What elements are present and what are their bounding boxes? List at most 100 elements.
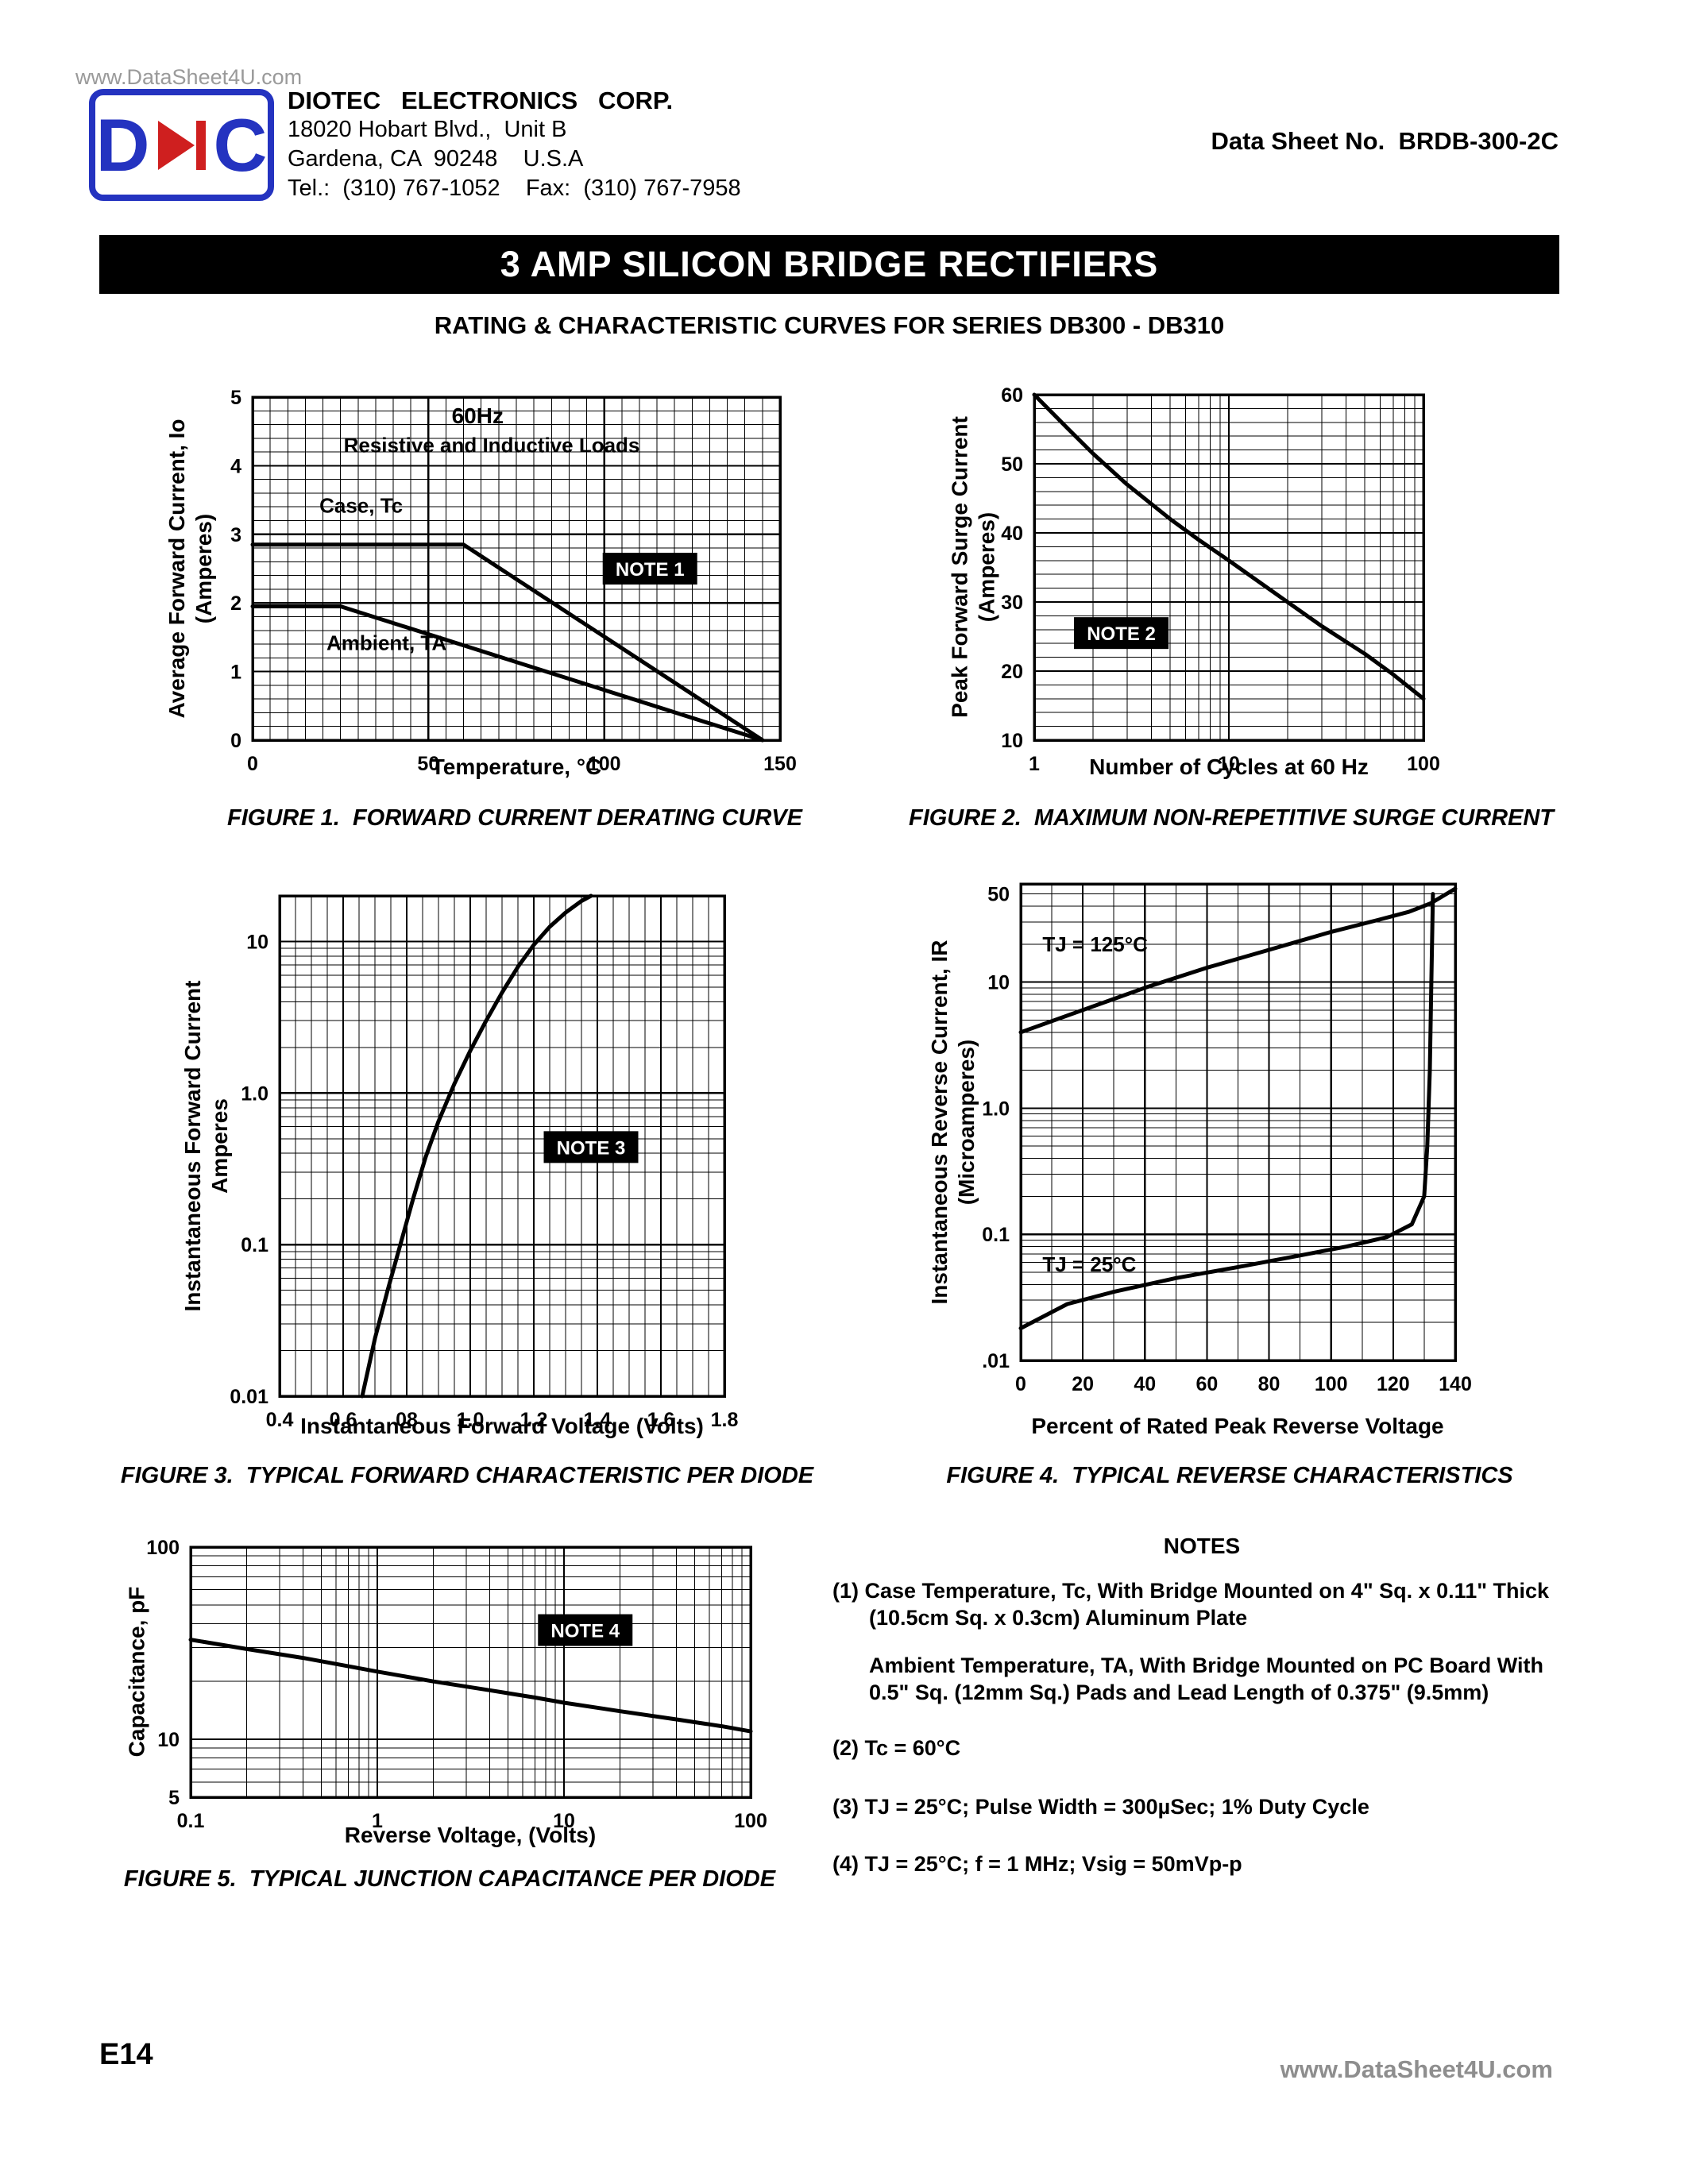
- fig5-caption: FIGURE 5. TYPICAL JUNCTION CAPACITANCE P…: [123, 1866, 776, 1892]
- fig3-caption: FIGURE 3. TYPICAL FORWARD CHARACTERISTIC…: [120, 1463, 814, 1488]
- svg-text:0.4: 0.4: [266, 1409, 294, 1431]
- svg-text:1.0: 1.0: [241, 1082, 268, 1105]
- svg-text:100: 100: [1407, 753, 1440, 775]
- svg-text:20: 20: [1001, 661, 1023, 683]
- notes-heading: NOTES: [1163, 1534, 1241, 1558]
- svg-text:3: 3: [230, 524, 241, 546]
- svg-text:Case, Tc: Case, Tc: [319, 494, 403, 518]
- svg-text:1.8: 1.8: [711, 1409, 739, 1431]
- svg-text:40: 40: [1001, 523, 1023, 545]
- fig5-plot: 0.1 1 10 100 100 10 5 NOTE 4: [146, 1537, 767, 1832]
- svg-text:40: 40: [1134, 1373, 1156, 1395]
- fig4-x-axis-title: Percent of Rated Peak Reverse Voltage: [1031, 1414, 1444, 1438]
- svg-text:5: 5: [230, 387, 241, 409]
- fig1-plot: 0 50 100 150 0 1 2 3 4 5 60Hz Resistive and Inducti…: [230, 387, 797, 775]
- svg-text:50: 50: [417, 753, 439, 775]
- note-4: (4) TJ = 25°C; f = 1 MHz; Vsig = 50mVp-p: [832, 1852, 1242, 1876]
- svg-text:08: 08: [396, 1409, 418, 1431]
- note-1-line-1: (1) Case Temperature, Tc, With Bridge Mo…: [832, 1579, 1550, 1603]
- svg-text:NOTE 2: NOTE 2: [1087, 623, 1156, 645]
- diode-symbol-icon: [156, 115, 207, 176]
- svg-text:1: 1: [230, 662, 241, 684]
- svg-text:1: 1: [372, 1810, 383, 1832]
- svg-text:Resistive and Inductive Loads: Resistive and Inductive Loads: [344, 433, 640, 457]
- svg-text:10: 10: [987, 972, 1010, 994]
- svg-text:0.1: 0.1: [241, 1234, 268, 1256]
- svg-text:1.0: 1.0: [982, 1098, 1010, 1120]
- svg-text:10: 10: [1001, 730, 1023, 752]
- fig1-x-axis-title: Temperature, °C: [431, 754, 602, 779]
- watermark-bottom: www.DataSheet4U.com: [1280, 2055, 1553, 2083]
- svg-text:0.01: 0.01: [230, 1386, 268, 1408]
- svg-text:100: 100: [1315, 1373, 1348, 1395]
- svg-text:30: 30: [1001, 592, 1023, 614]
- note-1-line-4: 0.5" Sq. (12mm Sq.) Pads and Lead Length…: [869, 1680, 1489, 1704]
- svg-text:4: 4: [230, 455, 241, 477]
- fig1-caption: FIGURE 1. FORWARD CURRENT DERATING CURVE: [227, 805, 802, 831]
- svg-text:1.2: 1.2: [520, 1409, 548, 1431]
- svg-text:60: 60: [1001, 384, 1023, 407]
- svg-text:1: 1: [1029, 753, 1040, 775]
- svg-text:100: 100: [146, 1537, 180, 1559]
- svg-text:80: 80: [1258, 1373, 1280, 1395]
- svg-text:100: 100: [734, 1810, 767, 1832]
- note-3: (3) TJ = 25°C; Pulse Width = 300µSec; 1%…: [832, 1795, 1369, 1819]
- datasheet-number: Data Sheet No. BRDB-300-2C: [1211, 127, 1559, 155]
- logo-letter-c: C: [213, 102, 268, 187]
- svg-text:20: 20: [1072, 1373, 1094, 1395]
- fig2-plot: 1 10 100 10 20 30 40 50 60 NOTE 2: [1001, 384, 1440, 775]
- svg-text:Ambient, TA: Ambient, TA: [326, 631, 446, 654]
- fig4-plot: 0 20 40 60 80 100 120 140 50 10 1.0 0.1 .01 TJ = 125°…: [982, 882, 1472, 1395]
- svg-text:0: 0: [1015, 1373, 1026, 1395]
- company-name: DIOTEC ELECTRONICS CORP.: [288, 87, 674, 114]
- svg-text:TJ = 25°C: TJ = 25°C: [1042, 1252, 1136, 1276]
- note-1-line-3: Ambient Temperature, TA, With Bridge Mou…: [869, 1653, 1543, 1677]
- watermark-top: www.DataSheet4U.com: [75, 65, 303, 89]
- fig3-plot: 0.4 0.6 08 1.0 1.2 1.4 1.6 1.8 10 1.0 0.1 0.01 NOTE …: [230, 893, 739, 1431]
- svg-text:60Hz: 60Hz: [452, 403, 504, 428]
- svg-text:NOTE 4: NOTE 4: [550, 1621, 620, 1642]
- svg-text:0.6: 0.6: [330, 1409, 357, 1431]
- fig2-caption: FIGURE 2. MAXIMUM NON-REPETITIVE SURGE C…: [908, 805, 1555, 831]
- company-address-line1: 18020 Hobart Blvd., Unit B: [288, 117, 567, 142]
- svg-text:1.4: 1.4: [584, 1409, 612, 1431]
- svg-text:120: 120: [1377, 1373, 1410, 1395]
- svg-text:TJ = 125°C: TJ = 125°C: [1042, 932, 1148, 956]
- svg-text:2: 2: [230, 592, 241, 615]
- svg-text:NOTE 3: NOTE 3: [557, 1137, 626, 1159]
- company-phone-fax: Tel.: (310) 767-1052 Fax: (310) 767-7958: [288, 176, 741, 201]
- svg-text:10: 10: [157, 1729, 180, 1751]
- title-banner: 3 AMP SILICON BRIDGE RECTIFIERS: [99, 235, 1559, 294]
- company-address-line2: Gardena, CA 90248 U.S.A: [288, 146, 584, 172]
- svg-text:10: 10: [553, 1810, 575, 1832]
- note-2: (2) Tc = 60°C: [832, 1736, 961, 1760]
- svg-text:0.1: 0.1: [177, 1810, 205, 1832]
- svg-text:0: 0: [247, 753, 258, 775]
- svg-text:1.6: 1.6: [647, 1409, 675, 1431]
- svg-text:.01: .01: [982, 1350, 1010, 1372]
- svg-text:10: 10: [246, 931, 268, 953]
- fig4-y-axis-title-line1: Instantaneous Reverse Current, IR: [927, 940, 952, 1305]
- fig3-x-axis-title: Instantaneous Forward Voltage (Volts): [300, 1414, 704, 1438]
- svg-text:100: 100: [588, 753, 621, 775]
- svg-text:50: 50: [1001, 453, 1023, 476]
- svg-text:5: 5: [168, 1787, 180, 1809]
- svg-text:0: 0: [230, 730, 241, 752]
- notes-section: NOTES (1) Case Temperature, Tc, With Bri…: [832, 1533, 1571, 1877]
- company-info: DIOTEC ELECTRONICS CORP. 18020 Hobart Bl…: [288, 86, 741, 203]
- svg-text:1.0: 1.0: [457, 1409, 485, 1431]
- page-subtitle: RATING & CHARACTERISTIC CURVES FOR SERIE…: [434, 311, 1225, 339]
- logo-letter-d: D: [95, 102, 150, 187]
- svg-text:0.1: 0.1: [982, 1224, 1010, 1246]
- svg-text:NOTE 1: NOTE 1: [616, 559, 685, 581]
- fig3-y-axis-title-line1: Instantaneous Forward Current: [180, 980, 205, 1312]
- diotec-logo: D C: [89, 89, 274, 201]
- footer-page-number: E14: [99, 2038, 153, 2071]
- fig2-x-axis-title: Number of Cycles at 60 Hz: [1089, 754, 1369, 779]
- svg-text:150: 150: [763, 753, 797, 775]
- fig5-x-axis-title: Reverse Voltage, (Volts): [344, 1823, 597, 1847]
- svg-text:140: 140: [1439, 1373, 1472, 1395]
- note-1-line-2: (10.5cm Sq. x 0.3cm) Aluminum Plate: [869, 1606, 1248, 1630]
- svg-text:10: 10: [1218, 753, 1240, 775]
